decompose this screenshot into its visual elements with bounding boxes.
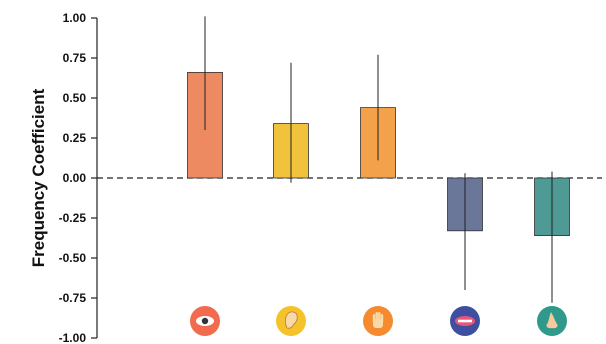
hand-finger	[375, 312, 378, 321]
y-tick-label: 0.75	[63, 51, 87, 65]
hand-finger	[372, 314, 376, 323]
y-tick-label: -0.50	[59, 251, 87, 265]
mouth-icon	[450, 306, 480, 336]
nose-icon	[537, 306, 567, 336]
eye-icon	[190, 306, 220, 336]
mouth-teeth	[458, 319, 472, 323]
eye-pupil	[201, 317, 209, 325]
category-icons	[190, 306, 567, 336]
y-tick-label: 1.00	[63, 11, 87, 25]
bars	[187, 16, 570, 303]
y-tick-label: 0.50	[63, 91, 87, 105]
hand-icon	[363, 306, 393, 336]
hand-finger	[380, 314, 384, 323]
y-tick-label: -0.25	[59, 211, 87, 225]
hand-finger	[378, 312, 381, 321]
ear-icon	[276, 306, 306, 336]
nose-shape	[546, 312, 558, 329]
y-tick-label: 0.00	[63, 171, 87, 185]
y-tick-label: 0.25	[63, 131, 87, 145]
y-tick-label: -0.75	[59, 291, 87, 305]
y-axis-label: Frequency Coefficient	[29, 88, 48, 267]
y-axis: 1.00 0.75 0.50 0.25 0.00 -0.25 -0.50 -0.75 -1.00	[59, 11, 602, 344]
hand-palm	[373, 319, 383, 328]
ear-shape	[285, 311, 298, 329]
y-tick-label: -1.00	[59, 331, 87, 344]
